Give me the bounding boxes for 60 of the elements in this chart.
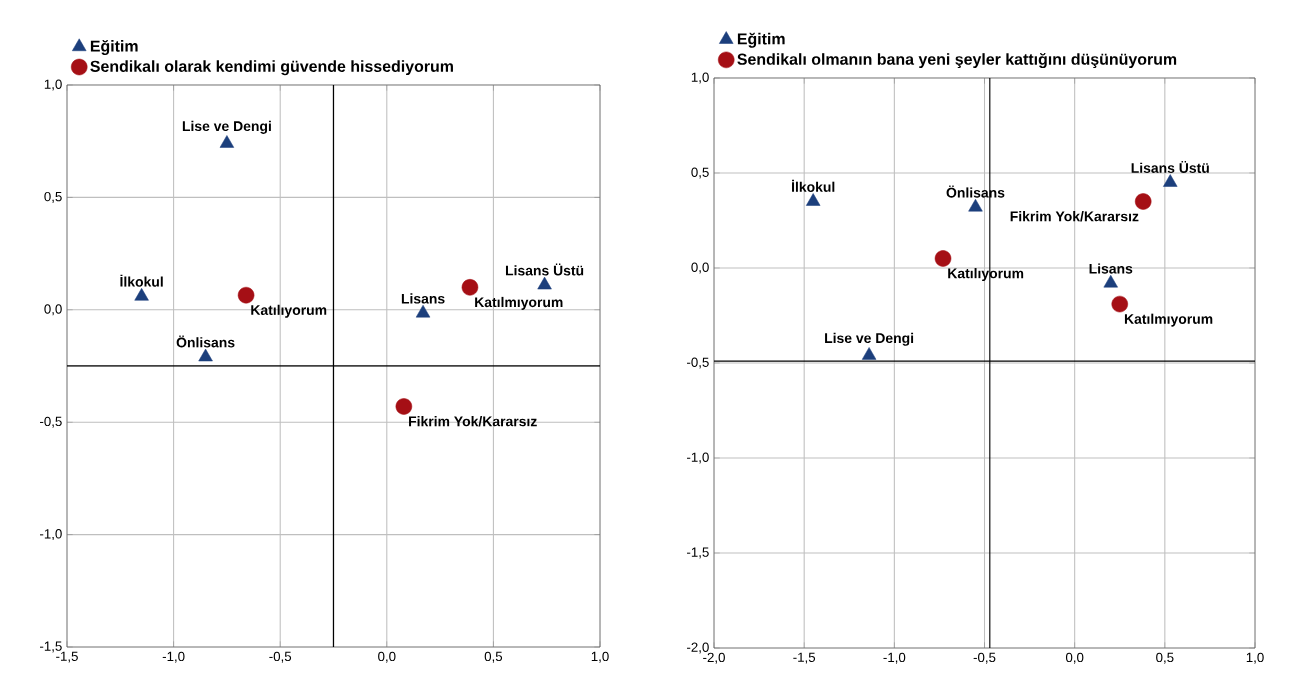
y-tick-label: -1,0 bbox=[40, 529, 62, 541]
x-tick-label: 0,0 bbox=[378, 651, 396, 663]
data-label: Fikrim Yok/Kararsız bbox=[409, 416, 537, 427]
point bbox=[134, 288, 149, 301]
data-label: İlkokul bbox=[120, 274, 163, 287]
data-label: Lise ve Dengi bbox=[182, 120, 271, 134]
point bbox=[1134, 193, 1152, 210]
point bbox=[1111, 295, 1128, 313]
data-label: Fikrim Yok/Kararsız bbox=[1010, 211, 1139, 222]
data-label: Katılmıyorum bbox=[475, 296, 563, 310]
point bbox=[1103, 274, 1118, 288]
y-tick-label: -1,5 bbox=[40, 641, 62, 653]
x-tick-label: 0,5 bbox=[1156, 652, 1174, 664]
x-tick-label: 1,0 bbox=[1246, 652, 1264, 664]
x-tick-label: -1,5 bbox=[56, 651, 78, 663]
point bbox=[861, 347, 877, 360]
point bbox=[537, 276, 552, 290]
y-tick-label: -1,0 bbox=[687, 452, 709, 464]
y-tick-label: 0,0 bbox=[691, 262, 709, 274]
y-tick-label: 0,0 bbox=[44, 304, 62, 316]
point bbox=[198, 348, 213, 362]
data-label: Lisans Üstü bbox=[505, 263, 584, 276]
x-tick-label: 0,0 bbox=[1065, 652, 1084, 664]
data-label: Katılıyorum bbox=[251, 304, 327, 318]
point bbox=[1163, 174, 1178, 187]
y-tick-label: 0,5 bbox=[44, 191, 62, 203]
legend-label: Sendikalı olmanın bana yeni şeyler kattığını düşünüyorum bbox=[737, 52, 1177, 69]
x-tick-label: -2,0 bbox=[703, 652, 725, 664]
data-label: İlkokul bbox=[792, 179, 835, 192]
x-tick-label: -0,5 bbox=[973, 652, 996, 664]
x-tick-label: -0,5 bbox=[269, 651, 292, 663]
y-tick-label: 0,5 bbox=[691, 167, 709, 179]
point bbox=[237, 286, 255, 304]
data-label: Lisans bbox=[1089, 263, 1133, 274]
x-tick-label: -1,5 bbox=[793, 652, 816, 664]
y-tick-label: 1,0 bbox=[691, 72, 709, 84]
x-tick-label: 0,5 bbox=[484, 651, 503, 663]
point bbox=[415, 304, 431, 318]
point bbox=[461, 279, 479, 296]
x-tick-label: -1,0 bbox=[883, 652, 906, 664]
data-label: Lisans bbox=[401, 293, 445, 304]
data-label: Katılmıyorum bbox=[1124, 313, 1213, 327]
data-label: Lisans Üstü bbox=[1131, 160, 1209, 173]
y-tick-label: -0,5 bbox=[40, 416, 62, 428]
y-tick-label: 1,0 bbox=[44, 79, 62, 91]
legend-label: Sendikalı olarak kendimi güvende hissediyorum bbox=[90, 60, 453, 76]
data-label: Lise ve Dengi bbox=[825, 332, 914, 346]
point bbox=[934, 250, 952, 267]
x-tick-label: 1,0 bbox=[591, 651, 609, 663]
point bbox=[395, 398, 413, 415]
y-tick-label: -0,5 bbox=[687, 357, 709, 369]
legend-label: Eğitim bbox=[737, 32, 785, 48]
y-tick-label: -1,5 bbox=[687, 547, 709, 559]
point bbox=[219, 135, 235, 148]
y-tick-label: -2,0 bbox=[687, 642, 709, 654]
point bbox=[806, 193, 821, 206]
x-tick-label: -1,0 bbox=[162, 651, 185, 663]
point bbox=[968, 198, 983, 212]
data-label: Önlisans bbox=[176, 335, 235, 348]
legend-label: Eğitim bbox=[90, 39, 138, 55]
